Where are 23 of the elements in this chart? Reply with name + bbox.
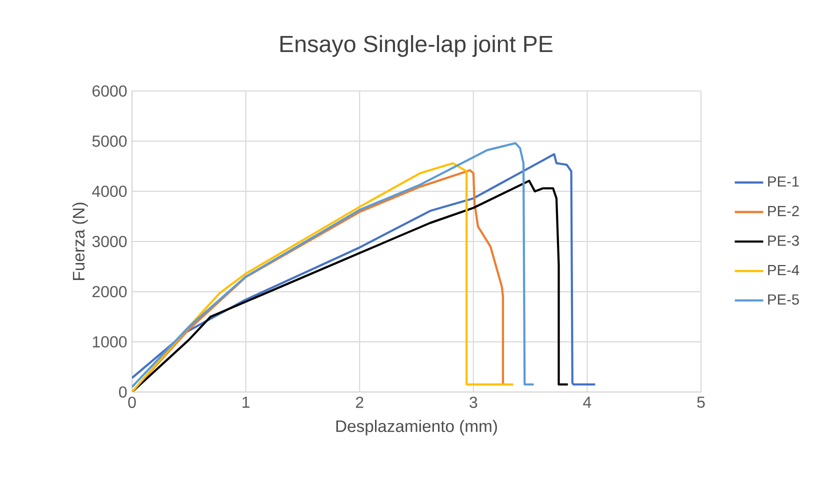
legend-label: PE-3 [768, 235, 799, 246]
line-series [132, 180, 569, 392]
x-tick-label: 2 [356, 396, 364, 408]
y-tick-label: 0 [119, 386, 127, 398]
legend-label: PE-4 [768, 265, 800, 276]
x-tick-label: 4 [583, 396, 592, 408]
legend-label: PE-1 [768, 176, 799, 187]
x-axis-title: Desplazamiento (mm) [336, 420, 497, 436]
x-tick-label: 5 [697, 396, 705, 408]
legend-label: PE-2 [768, 206, 799, 216]
y-tick-label: 4000 [92, 186, 127, 197]
y-tick-label: 5000 [92, 136, 127, 147]
line-series [132, 153, 596, 386]
x-tick-label: 3 [470, 396, 478, 408]
y-tick-label: 3000 [92, 236, 127, 248]
x-tick-label: 1 [242, 396, 250, 408]
y-axis-title: Fuerza (N) [72, 202, 88, 280]
y-tick-label: 2000 [92, 286, 127, 298]
chart-title: Ensayo Single-lap joint PE [280, 35, 552, 57]
legend-label: PE-5 [768, 294, 799, 305]
x-tick-label: 0 [128, 396, 136, 408]
y-tick-label: 1000 [92, 336, 127, 348]
y-tick-label: 6000 [92, 85, 127, 97]
